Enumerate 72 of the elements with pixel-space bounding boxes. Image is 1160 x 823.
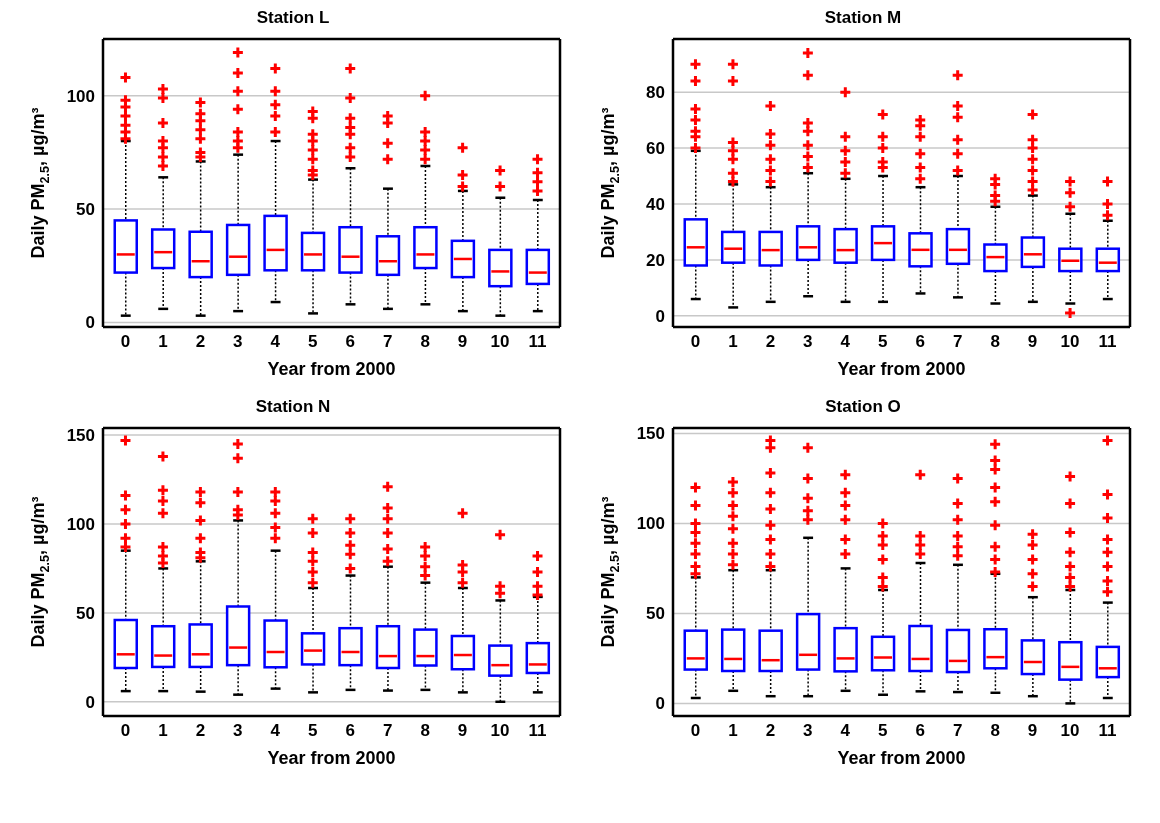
y-tick-label: 0 xyxy=(85,692,95,712)
x-tick-label: 11 xyxy=(528,721,547,741)
y-tick-label: 60 xyxy=(646,139,665,159)
x-tick-label: 9 xyxy=(1027,721,1038,741)
x-tick-label: 2 xyxy=(765,721,776,741)
x-tick-label: 4 xyxy=(270,721,281,741)
x-tick-label: 9 xyxy=(1027,332,1038,352)
x-tick-label: 2 xyxy=(195,721,206,741)
chart-title: Station M xyxy=(823,8,903,29)
x-tick-label: 10 xyxy=(1060,332,1080,352)
x-tick-label: 1 xyxy=(158,721,168,741)
y-tick-label: 0 xyxy=(85,313,95,333)
x-tick-label: 6 xyxy=(345,721,355,741)
y-tick-label: 150 xyxy=(66,426,95,446)
y-tick-label: 50 xyxy=(646,604,665,624)
y-tick-label: 150 xyxy=(636,424,665,444)
y-tick-label: 40 xyxy=(646,195,665,215)
x-tick-label: 1 xyxy=(728,332,738,352)
x-tick-label: 10 xyxy=(1060,721,1080,741)
x-tick-label: 11 xyxy=(1098,332,1117,352)
y-tick-label: 0 xyxy=(655,306,665,326)
x-tick-label: 9 xyxy=(457,332,468,352)
x-tick-label: 6 xyxy=(915,721,925,741)
x-tick-label: 10 xyxy=(490,332,510,352)
x-tick-label: 5 xyxy=(878,721,888,741)
y-tick-label: 20 xyxy=(646,250,665,270)
x-tick-label: 7 xyxy=(952,332,963,352)
x-tick-label: 3 xyxy=(803,721,813,741)
x-tick-label: 2 xyxy=(765,332,776,352)
x-tick-label: 9 xyxy=(457,721,468,741)
x-tick-label: 8 xyxy=(420,332,430,352)
x-tick-label: 0 xyxy=(120,721,131,741)
chart-title: Station L xyxy=(255,8,331,29)
x-tick-label: 4 xyxy=(840,332,851,352)
x-axis-title: Year from 2000 xyxy=(267,748,396,768)
chart-title: Station N xyxy=(254,397,332,418)
y-tick-label: 100 xyxy=(66,86,95,106)
y-tick-label: 50 xyxy=(76,603,95,623)
x-axis-title: Year from 2000 xyxy=(837,748,966,768)
x-axis-title: Year from 2000 xyxy=(267,359,396,379)
x-tick-label: 1 xyxy=(728,721,738,741)
x-tick-label: 0 xyxy=(690,721,701,741)
x-tick-label: 5 xyxy=(878,332,888,352)
x-tick-label: 6 xyxy=(915,332,925,352)
x-tick-label: 3 xyxy=(803,332,813,352)
x-tick-label: 2 xyxy=(195,332,206,352)
y-tick-label: 100 xyxy=(66,515,95,535)
x-tick-label: 3 xyxy=(233,721,243,741)
x-tick-label: 7 xyxy=(382,332,393,352)
x-tick-label: 11 xyxy=(1098,721,1117,741)
x-tick-label: 4 xyxy=(840,721,851,741)
x-tick-label: 1 xyxy=(158,332,168,352)
y-tick-label: 50 xyxy=(76,200,95,220)
x-tick-label: 8 xyxy=(420,721,430,741)
y-tick-label: 80 xyxy=(646,83,665,103)
x-axis-title: Year from 2000 xyxy=(837,359,966,379)
x-tick-label: 6 xyxy=(345,332,355,352)
x-tick-label: 7 xyxy=(382,721,393,741)
x-tick-label: 11 xyxy=(528,332,547,352)
x-tick-label: 5 xyxy=(308,721,318,741)
x-tick-label: 8 xyxy=(990,721,1000,741)
x-tick-label: 7 xyxy=(952,721,963,741)
x-tick-label: 0 xyxy=(690,332,701,352)
y-tick-label: 0 xyxy=(655,694,665,714)
x-tick-label: 8 xyxy=(990,332,1000,352)
x-tick-label: 10 xyxy=(490,721,510,741)
x-tick-label: 5 xyxy=(308,332,318,352)
y-tick-label: 100 xyxy=(636,514,665,534)
chart-title: Station O xyxy=(824,397,902,418)
x-tick-label: 3 xyxy=(233,332,243,352)
x-tick-label: 0 xyxy=(120,332,131,352)
x-tick-label: 4 xyxy=(270,332,281,352)
